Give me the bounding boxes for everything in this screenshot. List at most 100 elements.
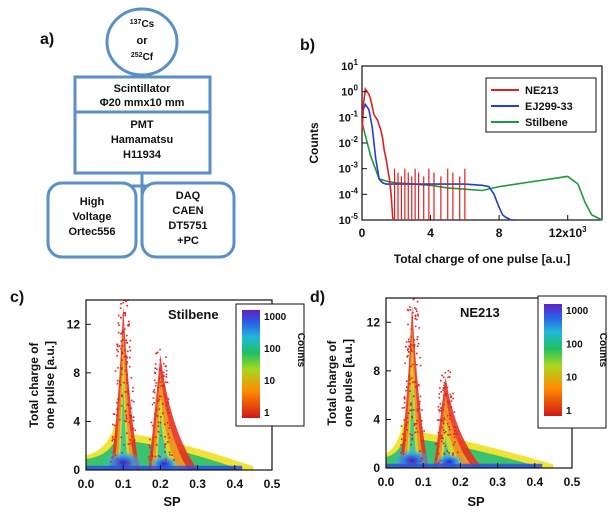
panel-d-scatter-dot [411, 381, 414, 384]
panel-c-scatter-dot [151, 403, 154, 406]
panel-b-series-group [361, 86, 603, 221]
panel-d-scatter-dot [444, 386, 447, 388]
panel-c-scatter-dot [158, 408, 161, 410]
panel-d-scatter-dot [412, 298, 415, 301]
panel-d-scatter-dot [419, 356, 421, 359]
panel-c-scatter-dot [127, 350, 129, 353]
y-tick-label: 10-4 [339, 186, 359, 201]
panel-c-scatter-dot [116, 408, 118, 411]
panel-c-scatter-dot [117, 345, 119, 348]
panel-c-scatter-dot [158, 395, 161, 398]
panel-c-scatter-dot [150, 421, 153, 424]
panel-c-core-band1 [102, 450, 144, 470]
panel-d-scatter-dot [437, 445, 440, 448]
scintillator-size: Φ20 mmx10 mm [100, 97, 185, 109]
panel-c-annotation: Stilbene [168, 307, 219, 322]
panel-d-scatter-dot [435, 457, 438, 460]
panel-c-scatter-dot [128, 323, 130, 325]
panel-d-scatter-dot [415, 352, 418, 355]
panel-c-scatter-dot [123, 444, 125, 446]
panel-c-scatter-dot [110, 461, 112, 463]
panel-c-scatter-dot [165, 373, 168, 376]
panel-c-scatter-dot [113, 424, 116, 427]
panel-d-scatter-dot [400, 425, 403, 427]
panel-d-y-tick-label: 4 [373, 412, 380, 426]
panel-c-scatter-dot [117, 331, 120, 334]
panel-d-scatter-dot [441, 406, 443, 409]
panel-b-xlabel: Total charge of one pulse [a.u.] [394, 252, 570, 266]
panel-c-colorbar-tick-label: 1 [264, 408, 270, 419]
panel-d-scatter-dot [452, 443, 455, 446]
panel-c-scatter-dot [121, 351, 124, 354]
panel-c-ylabel-line2: one pulse [a.u.] [43, 341, 57, 429]
panel-d-scatter-dot [437, 431, 440, 434]
panel-d-scatter-dot [414, 315, 417, 318]
panel-d-scatter-dot [407, 338, 410, 341]
panel-d-scatter-dot [450, 406, 453, 408]
panel-d-scatter-dot [410, 336, 412, 339]
panel-d-scatter-dot [417, 314, 419, 317]
panel-c-scatter-dot [129, 349, 132, 352]
panel-d-scatter-dot [411, 363, 414, 366]
x-tick-label: 8 [496, 226, 503, 240]
panel-b-y-ticks: 10-5 10-4 10-3 10-2 10-1 100 101 [339, 58, 367, 227]
panel-c-scatter-dot [158, 398, 161, 401]
panel-c-scatter-dot [171, 454, 173, 456]
panel-c-scatter-dot [157, 400, 160, 402]
panel-d-scatter-dot [452, 392, 454, 395]
panel-d-scatter-dot [441, 434, 443, 437]
panel-d-scatter-dot [408, 345, 410, 348]
source-line1: 137Cs [130, 19, 155, 30]
panel-c-scatter-dot [160, 416, 162, 418]
panel-c-scatter-dot [129, 339, 132, 342]
panel-c-scatter-dot [112, 438, 114, 440]
panel-d-scatter-dot [435, 442, 438, 445]
panel-d-band1-layer [407, 383, 418, 468]
panel-d-scatter-dot [440, 391, 442, 393]
panel-d-scatter-dot [417, 313, 419, 316]
panel-c-colorbar-label: Counts [295, 333, 306, 368]
panel-d-scatter-dot [418, 384, 420, 387]
panel-c-scatter-dot [127, 392, 130, 395]
panel-c-scatter-dot [155, 409, 158, 412]
panel-d-scatter-dot [406, 421, 409, 424]
panel-c-scatter-dot [164, 459, 167, 462]
panel-c-scatter-dot [153, 401, 155, 404]
panel-c-scatter-dot [127, 404, 130, 407]
panel-c-scatter-dot [125, 414, 127, 416]
panel-d-label: d) [310, 289, 325, 306]
panel-c-scatter-dot [168, 451, 171, 454]
panel-d-scatter-dot [416, 335, 419, 338]
panel-d-scatter-dot [417, 383, 420, 386]
panel-c-scatter-dot [156, 351, 159, 354]
panel-d-scatter-dot [452, 397, 454, 400]
panel-c-scatter-dot [118, 418, 121, 421]
panel-c-scatter-dot [128, 462, 130, 464]
panel-d-scatter-dot [421, 439, 424, 442]
panel-c-scatter-dot [124, 390, 127, 393]
panel-a-diagram: a) 137Cs or 252Cf Scintillator Φ20 mmx10… [40, 7, 236, 259]
panel-b-label: b) [300, 37, 315, 54]
panel-c-scatter-dot [162, 384, 165, 387]
panel-d-scatter-dot [453, 441, 456, 444]
panel-c-x-tick-label: 0.0 [78, 477, 95, 491]
panel-d-colorbar-tick-label: 1000 [566, 306, 589, 317]
panel-c-scatter-dot [155, 368, 158, 371]
panel-c-scatter-dot [152, 397, 155, 399]
panel-c-scatter-dot [168, 427, 171, 429]
panel-c-scatter-dot [120, 347, 122, 350]
panel-d-scatter-dot [442, 389, 444, 391]
panel-c-scatter-dot [118, 324, 120, 327]
panel-c-scatter-dot [114, 454, 117, 457]
panel-c-scatter-dot [155, 352, 158, 355]
panel-d-scatter-dot [419, 364, 422, 367]
panel-d-scatter-dot [448, 401, 450, 404]
panel-c-scatter-dot [117, 398, 119, 401]
panel-c-scatter-dot [126, 403, 129, 406]
panel-d-scatter-dot [423, 430, 425, 432]
panel-c-scatter-dot [116, 379, 119, 382]
panel-d-scatter-dot [405, 386, 408, 388]
panel-c-scatter-dot [123, 349, 126, 352]
panel-c-scatter-dot [117, 322, 120, 324]
panel-c-scatter-dot [132, 427, 135, 430]
